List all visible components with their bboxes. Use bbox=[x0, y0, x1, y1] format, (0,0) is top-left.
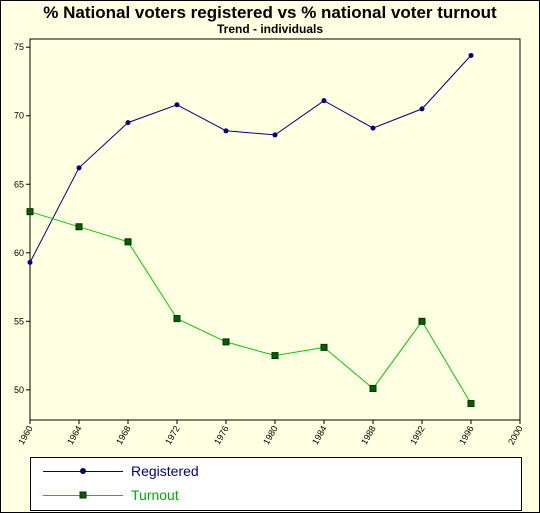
point-turnout-1960 bbox=[26, 208, 34, 216]
point-turnout-1980 bbox=[271, 352, 279, 360]
point-registered-1984 bbox=[321, 98, 327, 104]
point-registered-1980 bbox=[272, 132, 278, 138]
y-tick-label-65: 65 bbox=[14, 179, 24, 189]
point-turnout-1964 bbox=[75, 223, 83, 231]
legend: Registered Turnout bbox=[30, 457, 522, 511]
point-turnout-1988 bbox=[369, 384, 377, 392]
x-tick-label-2000: 2000 bbox=[506, 424, 525, 446]
legend-item-turnout: Turnout bbox=[31, 485, 521, 507]
point-registered-1972 bbox=[174, 102, 180, 108]
point-registered-1976 bbox=[223, 128, 229, 134]
point-turnout-1992 bbox=[418, 317, 426, 325]
point-turnout-1976 bbox=[222, 338, 230, 346]
y-tick-label-55: 55 bbox=[14, 316, 24, 326]
x-tick-label-1972: 1972 bbox=[163, 424, 182, 446]
point-registered-1968 bbox=[125, 120, 131, 126]
x-tick-label-1984: 1984 bbox=[310, 424, 329, 446]
point-turnout-1972 bbox=[173, 315, 181, 323]
y-tick-label-70: 70 bbox=[14, 111, 24, 121]
y-tick-label-75: 75 bbox=[14, 42, 24, 52]
x-tick-label-1992: 1992 bbox=[408, 424, 427, 446]
x-tick-label-1964: 1964 bbox=[65, 424, 84, 446]
point-registered-1996 bbox=[468, 52, 474, 58]
legend-label-registered: Registered bbox=[131, 463, 199, 479]
point-registered-1964 bbox=[76, 165, 82, 171]
point-turnout-1996 bbox=[467, 400, 475, 408]
point-registered-1960 bbox=[27, 259, 33, 265]
y-tick-label-60: 60 bbox=[14, 248, 24, 258]
legend-square-marker-icon bbox=[79, 491, 87, 499]
series-line-turnout bbox=[29, 211, 472, 404]
x-tick-label-1968: 1968 bbox=[114, 424, 133, 446]
x-tick-label-1976: 1976 bbox=[212, 424, 231, 446]
x-tick-label-1996: 1996 bbox=[457, 424, 476, 446]
point-registered-1992 bbox=[419, 106, 425, 112]
x-tick-label-1960: 1960 bbox=[16, 424, 35, 446]
x-tick-label-1988: 1988 bbox=[359, 424, 378, 446]
legend-item-registered: Registered bbox=[31, 461, 521, 483]
y-tick-label-50: 50 bbox=[14, 385, 24, 395]
chart-subtitle: Trend - individuals bbox=[216, 22, 323, 36]
point-registered-1988 bbox=[370, 125, 376, 131]
point-turnout-1968 bbox=[124, 238, 132, 246]
legend-circle-marker-icon bbox=[80, 468, 86, 474]
legend-label-turnout: Turnout bbox=[131, 487, 179, 503]
series-line-registered bbox=[29, 55, 472, 263]
chart-title: % National voters registered vs % nation… bbox=[43, 3, 497, 22]
x-tick-label-1980: 1980 bbox=[261, 424, 280, 446]
point-turnout-1984 bbox=[320, 343, 328, 351]
